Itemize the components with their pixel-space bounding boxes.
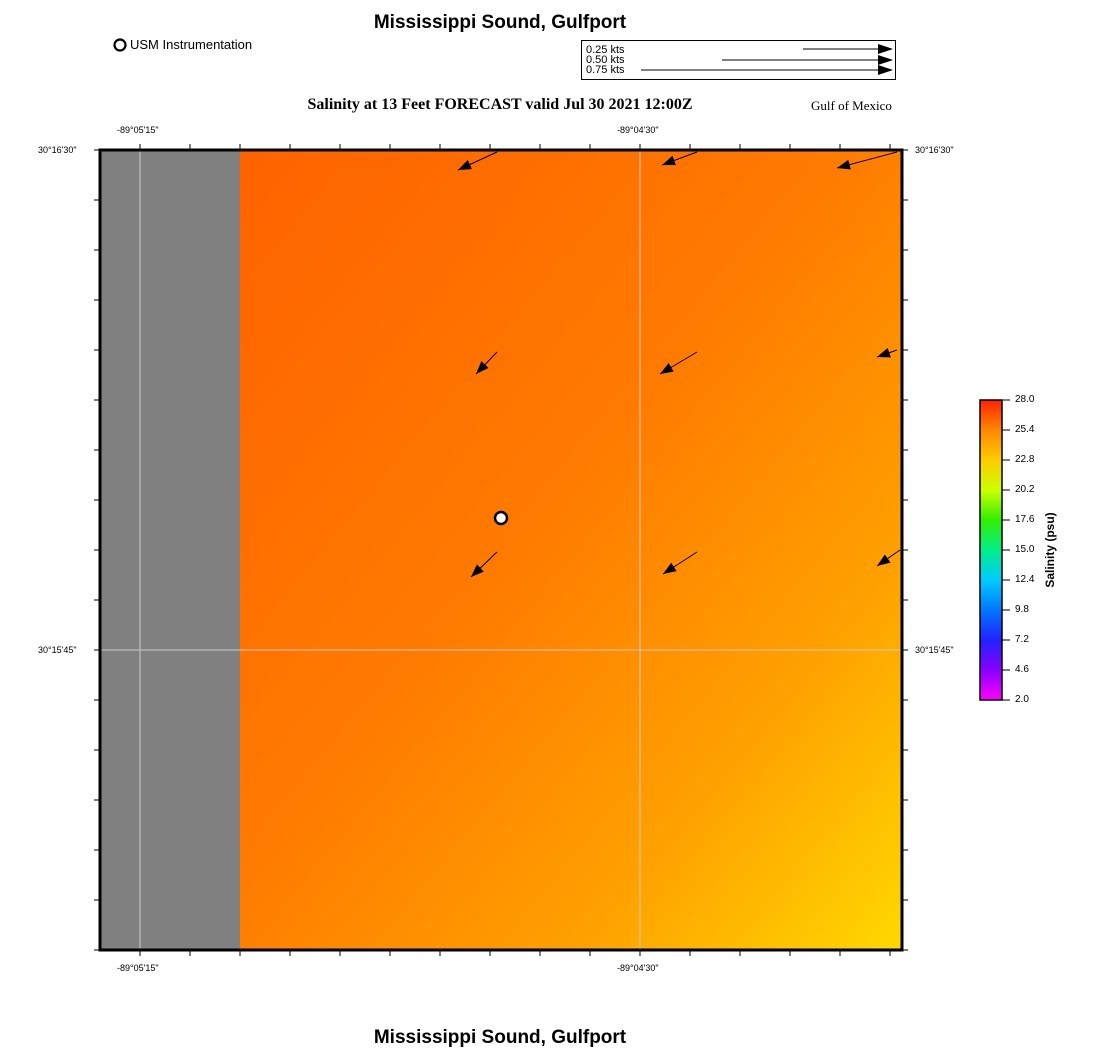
current-vectors: [457, 151, 901, 578]
colorbar-tick-label: 7.2: [1015, 634, 1029, 645]
salinity-field: [240, 150, 902, 950]
speed-key-label-1: 0.25 kts: [586, 44, 625, 56]
footer-title: Mississippi Sound, Gulfport: [373, 1027, 627, 1048]
lon-label-top-1: -89°05'15": [117, 125, 159, 135]
colorbar: [979, 399, 1003, 701]
current-vector-head: [471, 564, 484, 577]
instrument-legend-label: USM Instrumentation: [130, 37, 253, 52]
instrument-legend-icon: [113, 38, 127, 52]
forecast-subtitle: Salinity at 13 Feet FORECAST valid Jul 3…: [307, 96, 693, 113]
land-area: [100, 150, 240, 950]
current-vector-head: [662, 155, 676, 166]
lat-label-right-1: 30°16'30": [915, 145, 954, 155]
colorbar-tick-label: 28.0: [1015, 394, 1035, 405]
colorbar-tick-label: 22.8: [1015, 454, 1035, 465]
current-vector-head: [476, 361, 489, 374]
current-vector-head: [660, 363, 674, 374]
colorbar-title: Salinity (psu): [1043, 512, 1057, 588]
speed-key-arrows: [641, 44, 893, 75]
usm-station-marker: [493, 510, 509, 526]
colorbar-tick-label: 20.2: [1015, 484, 1035, 495]
lat-label-right-2: 30°15'45": [915, 645, 954, 655]
colorbar-tick-label: 17.6: [1015, 514, 1035, 525]
current-vector-head: [837, 159, 851, 170]
lon-label-bottom-2: -89°04'30": [617, 963, 659, 973]
colorbar-tick-label: 15.0: [1015, 544, 1035, 555]
current-vector-head: [458, 160, 472, 170]
lat-label-left-2: 30°15'45": [38, 645, 77, 655]
graticule: [100, 150, 902, 950]
map-title: Mississippi Sound, Gulfport: [373, 12, 627, 33]
current-vector-head: [663, 562, 677, 574]
lon-label-top-2: -89°04'30": [617, 125, 659, 135]
current-vector-head: [877, 347, 891, 358]
speed-key-label-2: 0.50 kts: [586, 54, 625, 66]
colorbar-tick-label: 2.0: [1015, 694, 1029, 705]
lon-label-bottom-1: -89°05'15": [117, 963, 159, 973]
lat-label-left-1: 30°16'30": [38, 145, 77, 155]
axis-ticks: [94, 144, 908, 956]
colorbar-tick-label: 4.6: [1015, 664, 1029, 675]
speed-key-label-3: 0.75 kts: [586, 64, 625, 76]
colorbar-tick-label: 25.4: [1015, 424, 1035, 435]
region-label: Gulf of Mexico: [811, 98, 892, 113]
current-vector-head: [877, 554, 891, 566]
colorbar-tick-label: 12.4: [1015, 574, 1035, 585]
colorbar-tick-label: 9.8: [1015, 604, 1029, 615]
